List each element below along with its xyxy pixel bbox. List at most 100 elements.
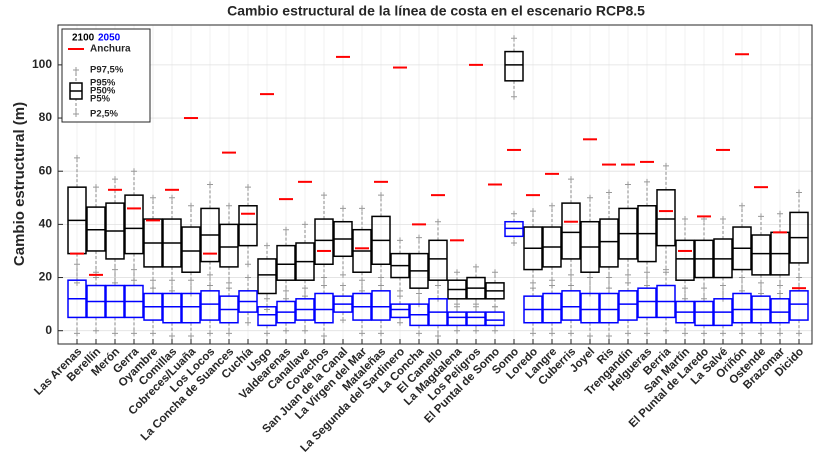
legend-percentile: P5%	[90, 94, 111, 105]
percentile-marker	[511, 210, 517, 217]
percentile-marker	[397, 293, 403, 300]
y-tick-label: 80	[39, 110, 53, 124]
y-tick-label: 100	[32, 57, 52, 71]
percentile-marker	[758, 213, 764, 220]
y-tick-label: 40	[39, 217, 53, 231]
percentile-marker	[663, 162, 669, 169]
percentile-marker	[93, 184, 99, 191]
percentile-marker	[264, 242, 270, 249]
percentile-marker	[302, 285, 308, 292]
percentile-marker	[340, 317, 346, 324]
percentile-marker	[473, 327, 479, 334]
percentile-marker	[644, 330, 650, 337]
percentile-marker	[587, 333, 593, 340]
legend-percentile: P95%	[90, 78, 116, 89]
percentile-marker	[264, 330, 270, 337]
percentile-marker	[473, 263, 479, 270]
percentile-marker	[416, 290, 422, 297]
percentile-marker	[112, 330, 118, 337]
percentile-marker	[321, 274, 327, 281]
axes-frame	[57, 24, 813, 345]
percentile-marker	[416, 234, 422, 241]
percentile-marker	[796, 274, 802, 281]
percentile-marker	[549, 202, 555, 209]
percentile-marker	[131, 266, 137, 273]
percentile-marker	[131, 168, 137, 175]
percentile-marker	[492, 327, 498, 334]
chart-title: Cambio estructural de la línea de costa …	[227, 3, 645, 19]
legend-percentile: P50%	[90, 86, 116, 97]
percentile-marker	[625, 330, 631, 337]
y-tick-label: 60	[39, 163, 53, 177]
percentile-marker	[511, 93, 517, 100]
percentile-marker	[777, 282, 783, 289]
percentile-marker	[207, 271, 213, 278]
y-tick-label: 0	[45, 323, 52, 337]
percentile-marker	[644, 178, 650, 185]
percentile-marker	[302, 327, 308, 334]
percentile-marker	[720, 216, 726, 223]
percentile-marker	[359, 277, 365, 284]
percentile-marker	[321, 192, 327, 199]
legend-percentile: P97,5%	[90, 65, 124, 76]
percentile-marker	[188, 333, 194, 340]
percentile-marker	[625, 181, 631, 188]
box	[694, 300, 714, 327]
box	[637, 287, 657, 319]
box	[542, 292, 562, 324]
percentile-marker	[625, 271, 631, 278]
box	[447, 311, 467, 327]
box	[561, 202, 581, 260]
box	[428, 239, 448, 281]
box	[124, 194, 144, 255]
percentile-marker	[340, 282, 346, 289]
box	[599, 218, 619, 268]
percentile-marker	[150, 194, 156, 201]
percentile-marker	[644, 269, 650, 276]
box	[485, 311, 505, 327]
percentile-marker	[150, 330, 156, 337]
box	[162, 292, 182, 324]
percentile-marker	[663, 266, 669, 273]
legend-percentile: P2,5%	[90, 109, 119, 120]
percentile-marker	[397, 287, 403, 294]
percentile-marker	[492, 269, 498, 276]
percentile-marker	[416, 330, 422, 337]
percentile-marker	[359, 330, 365, 337]
box	[238, 205, 258, 247]
percentile-marker	[796, 330, 802, 337]
box	[561, 290, 581, 321]
percentile-marker	[587, 194, 593, 201]
percentile-marker	[454, 269, 460, 276]
percentile-marker	[207, 181, 213, 188]
box	[770, 298, 790, 324]
percentile-marker	[283, 327, 289, 334]
percentile-marker	[473, 301, 479, 308]
percentile-marker	[568, 176, 574, 183]
percentile-marker	[131, 330, 137, 337]
percentile-marker	[150, 277, 156, 284]
percentile-marker	[378, 330, 384, 337]
box	[580, 292, 600, 324]
percentile-marker	[188, 277, 194, 284]
percentile-marker	[739, 330, 745, 337]
percentile-marker	[378, 274, 384, 281]
percentile-marker	[758, 279, 764, 286]
box	[390, 303, 410, 319]
percentile-marker	[606, 333, 612, 340]
percentile-marker	[492, 303, 498, 310]
percentile-marker	[701, 330, 707, 337]
percentile-marker	[606, 274, 612, 281]
percentile-marker	[701, 285, 707, 292]
percentile-marker	[758, 330, 764, 337]
percentile-marker	[74, 261, 80, 268]
percentile-marker	[720, 282, 726, 289]
legend-anchura: Anchura	[90, 44, 131, 55]
box	[181, 292, 201, 324]
box	[618, 290, 638, 321]
box	[314, 218, 334, 265]
percentile-marker	[568, 330, 574, 337]
percentile-marker	[93, 327, 99, 334]
percentile-marker	[568, 271, 574, 278]
